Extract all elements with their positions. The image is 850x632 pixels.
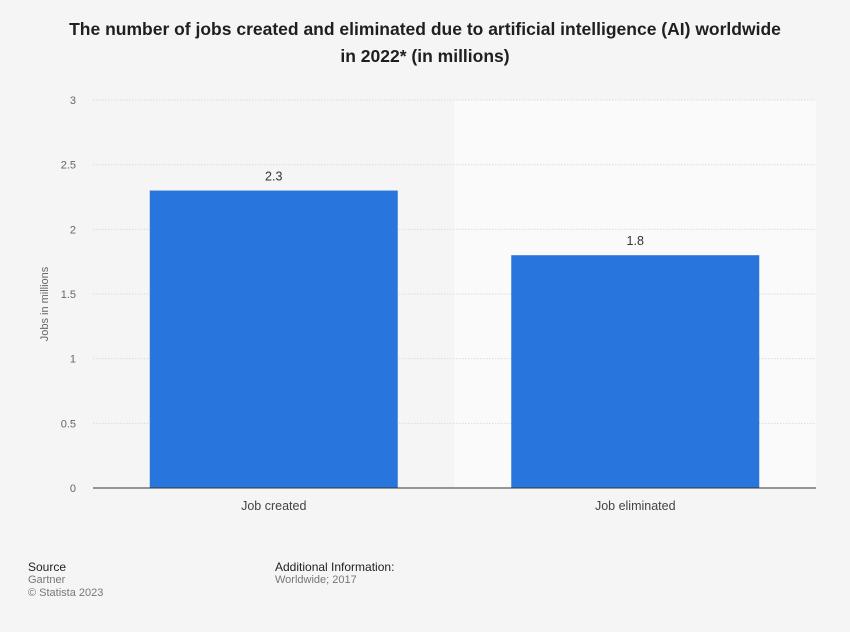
y-tick-label: 0.5 xyxy=(61,418,76,430)
data-labels: 2.3 1.8 xyxy=(265,170,644,249)
source-line-gartner: Gartner xyxy=(28,574,66,586)
y-tick-label: 1 xyxy=(70,354,76,366)
chart-title-line-2: in 2022* (in millions) xyxy=(340,46,510,66)
additional-info-line: Worldwide; 2017 xyxy=(275,574,357,586)
y-tick-label: 2 xyxy=(70,224,76,236)
data-label: 2.3 xyxy=(265,170,282,184)
additional-info-heading: Additional Information: xyxy=(275,560,395,574)
y-axis-title: Jobs in millions xyxy=(39,266,51,341)
y-tick-label: 2.5 xyxy=(61,160,76,172)
source-heading: Source xyxy=(28,560,67,574)
bar xyxy=(511,255,760,488)
category-labels: Job created Job eliminated xyxy=(241,499,676,513)
bars xyxy=(149,190,760,489)
y-tick-label: 3 xyxy=(70,95,76,107)
footer-additional-info: Additional Information: Worldwide; 2017 xyxy=(275,560,394,587)
y-tick-label: 1.5 xyxy=(61,289,76,301)
chart-title: The number of jobs created and eliminate… xyxy=(0,16,850,70)
footer-source: Source Gartner © Statista 2023 xyxy=(28,560,103,600)
bar xyxy=(149,190,398,489)
y-tick-label: 0 xyxy=(70,483,76,495)
data-label: 1.8 xyxy=(627,234,644,248)
chart-title-line-1: The number of jobs created and eliminate… xyxy=(69,19,781,39)
x-category-label: Job eliminated xyxy=(595,499,676,513)
source-line-copyright: © Statista 2023 xyxy=(28,587,104,599)
x-category-label: Job created xyxy=(241,499,306,513)
y-tick-labels: 0 0.5 1 1.5 2 2.5 3 xyxy=(61,95,76,495)
